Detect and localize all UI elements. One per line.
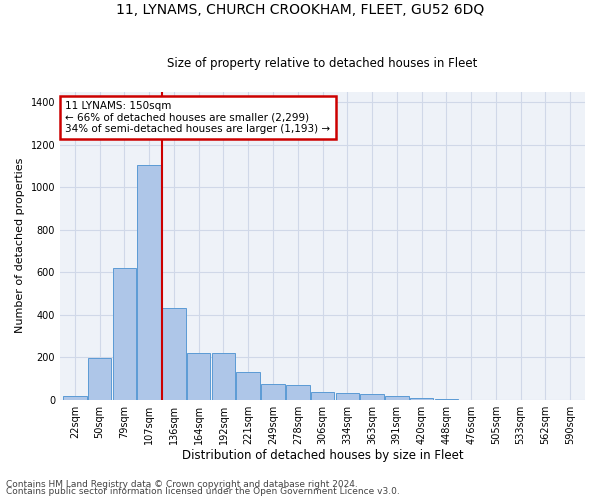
Bar [335,393,359,400]
Bar [113,268,136,400]
Bar [187,353,211,400]
Bar [434,398,458,400]
Bar [311,392,334,400]
Bar [286,385,310,400]
Bar [63,396,86,400]
Y-axis label: Number of detached properties: Number of detached properties [15,158,25,334]
Bar [88,358,112,400]
Text: Contains public sector information licensed under the Open Government Licence v3: Contains public sector information licen… [6,487,400,496]
Bar [137,165,161,400]
X-axis label: Distribution of detached houses by size in Fleet: Distribution of detached houses by size … [182,450,463,462]
Bar [236,372,260,400]
Bar [410,398,433,400]
Text: Contains HM Land Registry data © Crown copyright and database right 2024.: Contains HM Land Registry data © Crown c… [6,480,358,489]
Bar [261,384,285,400]
Bar [212,353,235,400]
Bar [385,396,409,400]
Text: 11 LYNAMS: 150sqm
← 66% of detached houses are smaller (2,299)
34% of semi-detac: 11 LYNAMS: 150sqm ← 66% of detached hous… [65,100,331,134]
Bar [162,308,186,400]
Title: Size of property relative to detached houses in Fleet: Size of property relative to detached ho… [167,56,478,70]
Text: 11, LYNAMS, CHURCH CROOKHAM, FLEET, GU52 6DQ: 11, LYNAMS, CHURCH CROOKHAM, FLEET, GU52… [116,2,484,16]
Bar [360,394,384,400]
